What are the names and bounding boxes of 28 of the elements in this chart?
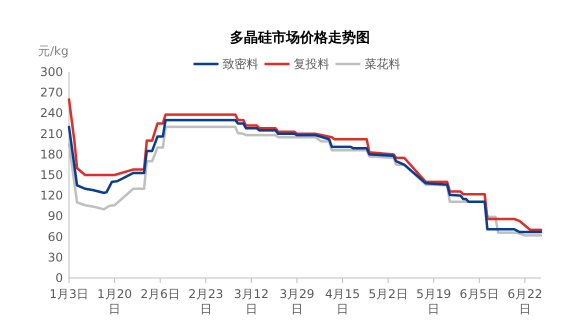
x-tick-label: 2月23日 <box>188 287 224 316</box>
x-tick-label: 2月6日 <box>140 287 180 301</box>
x-tick-label: 5月2日 <box>368 287 408 301</box>
y-tick-label: 90 <box>48 209 63 224</box>
legend-label: 致密料 <box>222 57 258 71</box>
y-tick-label: 240 <box>40 106 63 120</box>
x-tick-label: 3月29日 <box>280 287 314 316</box>
chart-title: 多晶硅市场价格走势图 <box>230 29 370 46</box>
y-tick-label: 300 <box>40 65 63 79</box>
x-tick-label: 3月12日 <box>234 287 269 316</box>
y-axis-title: 元/kg <box>38 44 69 58</box>
y-tick-label: 210 <box>40 126 63 141</box>
x-tick-label: 1月20日 <box>97 287 132 316</box>
x-tick-label: 1月3日 <box>49 287 89 301</box>
x-tick-label: 5月19日 <box>416 287 452 316</box>
y-tick-label: 0 <box>55 271 63 285</box>
y-tick-label: 150 <box>40 168 63 182</box>
y-tick-label: 60 <box>48 230 63 244</box>
y-tick-label: 180 <box>40 147 63 162</box>
y-tick-label: 270 <box>40 86 63 100</box>
legend-label: 菜花料 <box>364 57 400 71</box>
y-tick-label: 120 <box>40 188 63 203</box>
x-tick-label: 6月5日 <box>460 287 499 301</box>
line-series <box>68 98 542 232</box>
x-tick-label: 4月15日 <box>325 287 360 316</box>
legend-label: 复投料 <box>294 57 330 71</box>
y-tick-label: 30 <box>48 250 63 264</box>
x-tick-label: 6月22日 <box>507 287 542 316</box>
